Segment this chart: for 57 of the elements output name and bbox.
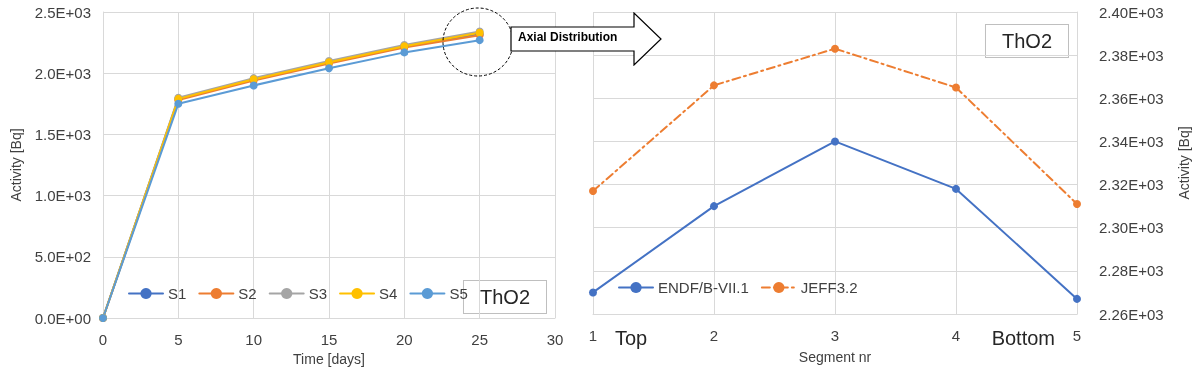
point <box>710 202 718 211</box>
legend-label: S4 <box>379 285 398 302</box>
y-tick-label: 2.30E+03 <box>1099 219 1164 237</box>
x-axis-title: Segment nr <box>798 349 872 365</box>
point <box>1073 199 1081 208</box>
y-tick-label: 2.26E+03 <box>1099 305 1164 323</box>
legend-label: S3 <box>308 285 328 302</box>
legend-label: S2 <box>238 285 257 302</box>
point <box>831 137 839 146</box>
y-tick-label: 2.32E+03 <box>1099 176 1164 194</box>
y-axis-title: Activity [Bq] <box>1176 126 1192 200</box>
y-tick-label: 2.28E+03 <box>1099 262 1164 280</box>
point <box>589 288 597 297</box>
point <box>831 44 839 53</box>
y-tick-label: 2.38E+03 <box>1099 46 1164 64</box>
y-tick-label: 0.0E+00 <box>34 309 91 327</box>
y-tick-label: 1.0E+03 <box>34 187 91 205</box>
annotation: ThO2 <box>479 286 531 308</box>
point <box>952 83 960 92</box>
legend-label: JEFF3.2 <box>800 279 858 296</box>
x-tick-label: 1 <box>588 327 598 344</box>
x-tick-label: 20 <box>395 331 413 348</box>
point <box>249 81 258 90</box>
y-tick-label: 2.40E+03 <box>1099 3 1164 21</box>
arrow-icon: Axial Distribution <box>510 12 662 66</box>
x-tick-label: 0 <box>98 331 108 348</box>
x-tick-label: 4 <box>951 327 961 344</box>
annotation: Axial Distribution <box>518 30 618 44</box>
x-tick-label: 5 <box>174 331 183 348</box>
y-tick-label: 2.0E+03 <box>34 64 91 82</box>
x-tick-label: 15 <box>320 331 338 348</box>
x-tick-label: 2 <box>709 327 719 344</box>
text: Top <box>615 327 648 349</box>
x-tick-label: 5 <box>1072 327 1082 344</box>
legend-label: ENDF/B-VII.1 <box>658 279 749 296</box>
point <box>710 81 718 90</box>
text: Bottom <box>991 327 1055 349</box>
y-tick-label: 1.5E+03 <box>34 125 91 143</box>
y-tick-label: 2.5E+03 <box>34 3 91 21</box>
point <box>325 64 333 73</box>
point <box>475 36 484 45</box>
point <box>1073 294 1081 303</box>
point <box>589 187 597 196</box>
x-axis-title: Time [days] <box>293 351 365 367</box>
point <box>952 184 960 193</box>
y-tick-label: 5.0E+02 <box>34 248 91 266</box>
y-axis-title: Activity [Bq] <box>8 128 24 202</box>
x-tick-label: 25 <box>471 331 489 348</box>
x-tick-label: 30 <box>546 331 564 348</box>
x-tick-label: 3 <box>830 327 840 344</box>
annotation: ThO2 <box>1001 30 1053 52</box>
legend-label: S5 <box>449 285 468 302</box>
y-tick-label: 2.36E+03 <box>1099 89 1164 107</box>
legend-label: S1 <box>168 285 187 302</box>
point <box>400 48 409 57</box>
y-tick-label: 2.34E+03 <box>1099 132 1164 150</box>
x-tick-label: 10 <box>245 331 263 348</box>
